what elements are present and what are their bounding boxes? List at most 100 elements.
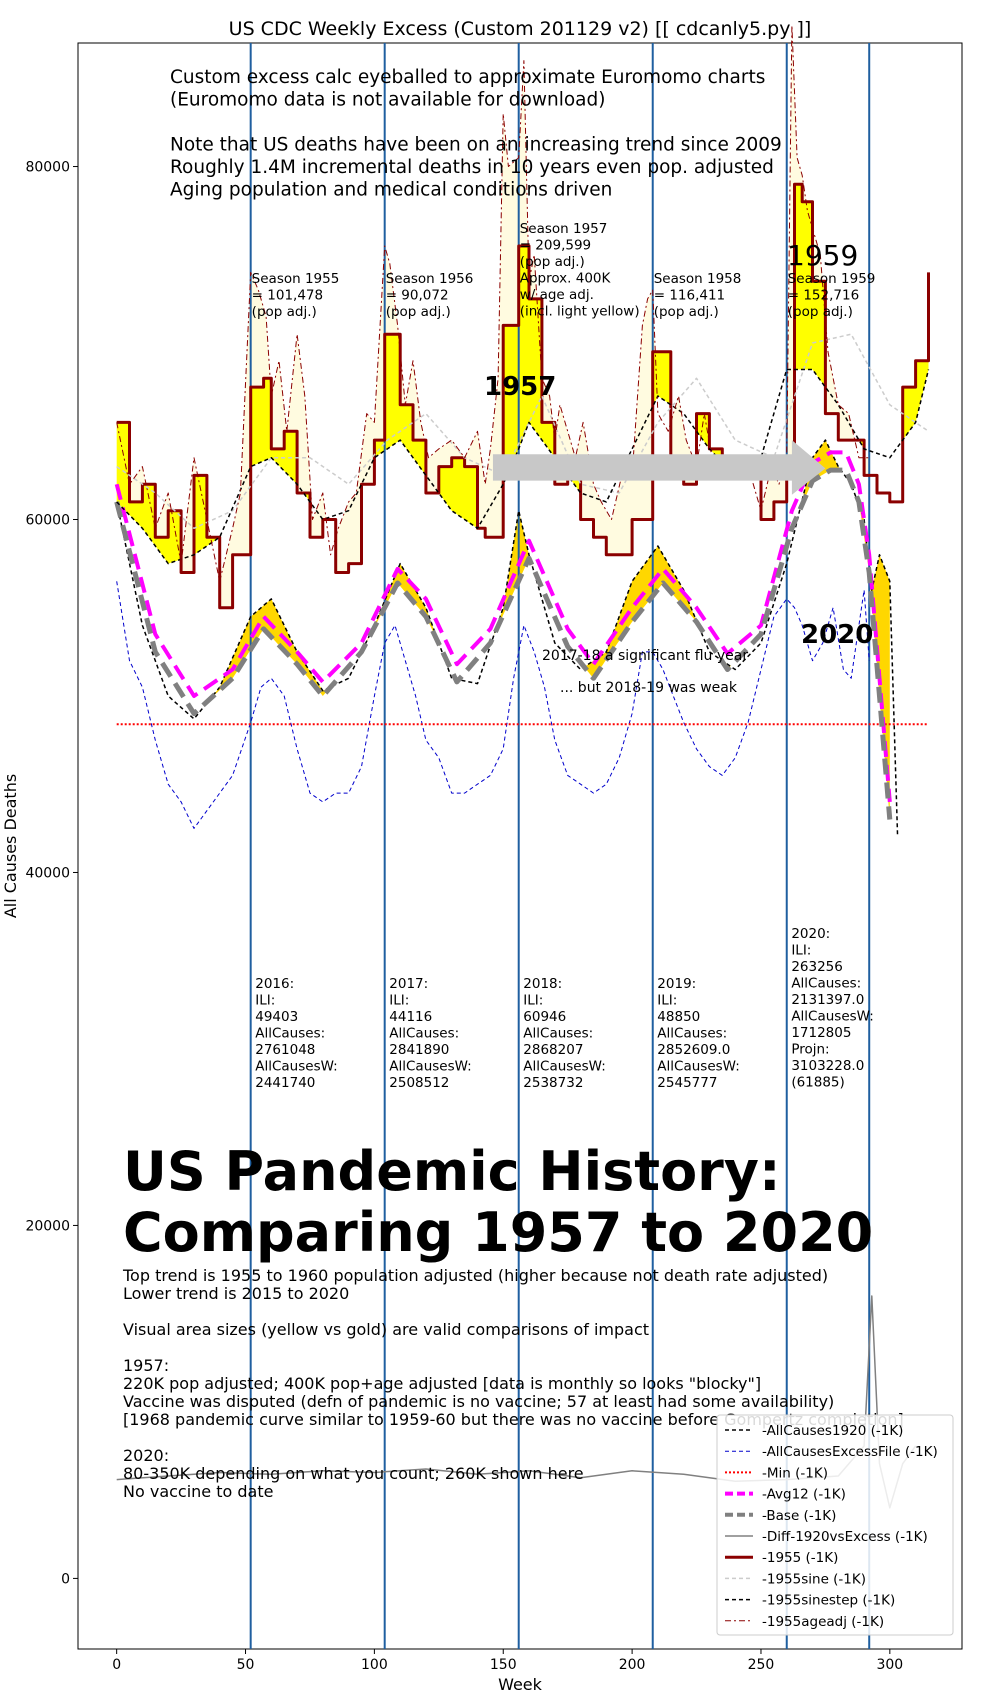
year-stats-line: 263256 bbox=[791, 959, 843, 975]
annotations: Custom excess calc eyeballed to approxim… bbox=[122, 67, 904, 1501]
season-label-line: = 90,072 bbox=[386, 288, 449, 304]
year-stats-line: ILI: bbox=[389, 993, 409, 1009]
flu-note-1: 2017-18 a significant flu year bbox=[542, 648, 748, 664]
x-axis-label: Week bbox=[498, 1675, 543, 1694]
header-note-line: (Euromomo data is not available for down… bbox=[170, 90, 605, 111]
area-yellow-1957-excess bbox=[116, 184, 929, 564]
series-line-9 bbox=[116, 24, 870, 582]
footer-note-line: Vaccine was disputed (defn of pandemic i… bbox=[123, 1392, 834, 1411]
big-title-line: US Pandemic History: bbox=[123, 1140, 781, 1203]
label-2020: 2020 bbox=[801, 620, 873, 650]
season-label-line: (pop adj.) bbox=[386, 304, 451, 320]
year-stats-line: 2545777 bbox=[657, 1075, 717, 1091]
year-stats-line: AllCausesW: bbox=[389, 1059, 471, 1075]
season-label-line: (pop adj.) bbox=[788, 304, 853, 320]
year-stats-line: 3103228.0 bbox=[791, 1058, 864, 1074]
year-stats-line: Projn: bbox=[791, 1042, 829, 1058]
year-stats-line: 2020: bbox=[791, 926, 830, 942]
legend-entry: -1955ageadj (-1K) bbox=[762, 1614, 884, 1630]
header-note-line: Roughly 1.4M incremental deaths in 10 ye… bbox=[170, 157, 774, 178]
x-tick-label: 0 bbox=[112, 1657, 121, 1673]
footer-note-line: Top trend is 1955 to 1960 population adj… bbox=[122, 1266, 828, 1285]
year-stats-line: AllCauses: bbox=[657, 1026, 727, 1042]
legend-box bbox=[716, 1414, 954, 1636]
year-stats-line: (61885) bbox=[791, 1075, 844, 1091]
year-stats-line: 2868207 bbox=[523, 1042, 583, 1058]
header-note-line: Note that US deaths have been on an incr… bbox=[170, 135, 782, 156]
legend-entry: -AllCauses1920 (-1K) bbox=[762, 1423, 903, 1439]
chart-title: US CDC Weekly Excess (Custom 201129 v2) … bbox=[229, 18, 812, 40]
legend-entry: -1955sinestep (-1K) bbox=[762, 1593, 895, 1609]
trend-arrow-shape bbox=[492, 440, 826, 495]
footer-note-line: 220K pop adjusted; 400K pop+age adjusted… bbox=[123, 1374, 761, 1393]
season-label-line: = 101,478 bbox=[252, 288, 323, 304]
year-stats-line: ILI: bbox=[791, 943, 811, 959]
series-line-4 bbox=[114, 467, 893, 820]
legend: -AllCauses1920 (-1K) -AllCausesExcessFile… bbox=[716, 1414, 954, 1636]
legend-entry: -Avg12 (-1K) bbox=[762, 1487, 846, 1503]
year-stats-line: AllCauses: bbox=[255, 1026, 325, 1042]
series-line-3 bbox=[114, 450, 892, 803]
season-label-line: Season 1956 bbox=[386, 271, 474, 287]
year-stats-line: 2441740 bbox=[255, 1075, 315, 1091]
season-label-line: Approx. 400K bbox=[520, 271, 612, 287]
label-1959: 1959 bbox=[787, 239, 858, 272]
series-line-0 bbox=[115, 439, 899, 838]
series-line-5 bbox=[116, 1295, 917, 1509]
season-label-line: Season 1955 bbox=[252, 271, 340, 287]
series-line-8 bbox=[116, 368, 930, 565]
year-stats-line: AllCausesW: bbox=[255, 1059, 337, 1075]
season-label-line: (pop adj.) bbox=[520, 254, 585, 270]
legend-entry: -Min (-1K) bbox=[762, 1465, 828, 1481]
label-1957: 1957 bbox=[484, 372, 556, 402]
x-tick-label: 150 bbox=[490, 1657, 517, 1673]
season-label-line: (pop adj.) bbox=[252, 304, 317, 320]
season-label-line: = 152,716 bbox=[788, 288, 859, 304]
year-stats-line: 2016: bbox=[255, 976, 294, 992]
year-stats-line: AllCausesW: bbox=[523, 1059, 605, 1075]
legend-entry: -1955 (-1K) bbox=[762, 1550, 838, 1566]
year-stats-line: 60946 bbox=[523, 1009, 566, 1025]
year-stats-line: AllCauses: bbox=[791, 976, 861, 992]
year-stats-line: ILI: bbox=[657, 993, 677, 1009]
series-line-1 bbox=[116, 581, 870, 829]
legend-entry: -Base (-1K) bbox=[762, 1508, 836, 1524]
season-label-line: = 116,411 bbox=[654, 288, 725, 304]
y-tick-label: 0 bbox=[61, 1571, 70, 1587]
big-title-line: Comparing 1957 to 2020 bbox=[123, 1201, 873, 1264]
y-tick-label: 80000 bbox=[25, 160, 70, 176]
year-stats-line: AllCausesW: bbox=[791, 1009, 873, 1025]
legend-entry: -AllCausesExcessFile (-1K) bbox=[762, 1444, 938, 1460]
season-label-line: Season 1958 bbox=[654, 271, 742, 287]
year-stats-line: 2761048 bbox=[255, 1042, 315, 1058]
y-axis-label: All Causes Deaths bbox=[1, 774, 20, 918]
flu-note-2: ... but 2018-19 was weak bbox=[560, 680, 738, 696]
year-stats-line: AllCausesW: bbox=[657, 1059, 739, 1075]
footer-note-line: No vaccine to date bbox=[123, 1482, 273, 1501]
year-stats-line: 48850 bbox=[657, 1009, 700, 1025]
year-stats-line: 2508512 bbox=[389, 1075, 449, 1091]
series-lines bbox=[114, 24, 930, 1509]
year-stats-line: 2841890 bbox=[389, 1042, 449, 1058]
footer-note-line: 2020: bbox=[123, 1446, 169, 1465]
x-tick-label: 100 bbox=[361, 1657, 388, 1673]
footer-note-line: 1957: bbox=[123, 1356, 169, 1375]
footer-note-line: Visual area sizes (yellow vs gold) are v… bbox=[123, 1320, 649, 1339]
year-stats-line: 2019: bbox=[657, 976, 696, 992]
footer-note-line: 80-350K depending on what you count; 260… bbox=[123, 1464, 584, 1483]
header-note-line: Custom excess calc eyeballed to approxim… bbox=[170, 67, 765, 88]
year-stats-line: 49403 bbox=[255, 1009, 298, 1025]
season-label-line: Season 1959 bbox=[788, 271, 876, 287]
y-tick-label: 60000 bbox=[25, 513, 70, 529]
season-label-line: (incl. light yellow) bbox=[520, 304, 640, 320]
year-stats-line: 2538732 bbox=[523, 1075, 583, 1091]
year-stats-line: AllCauses: bbox=[389, 1026, 459, 1042]
footer-note-line: [1968 pandemic curve similar to 1959-60 … bbox=[123, 1410, 904, 1429]
series-line-6 bbox=[116, 182, 930, 610]
vertical-lines bbox=[249, 43, 871, 1649]
legend-entry: -Diff-1920vsExcess (-1K) bbox=[762, 1529, 928, 1545]
year-stats-line: 2018: bbox=[523, 976, 562, 992]
year-stats-line: 2017: bbox=[389, 976, 428, 992]
trend-arrow bbox=[492, 440, 826, 495]
